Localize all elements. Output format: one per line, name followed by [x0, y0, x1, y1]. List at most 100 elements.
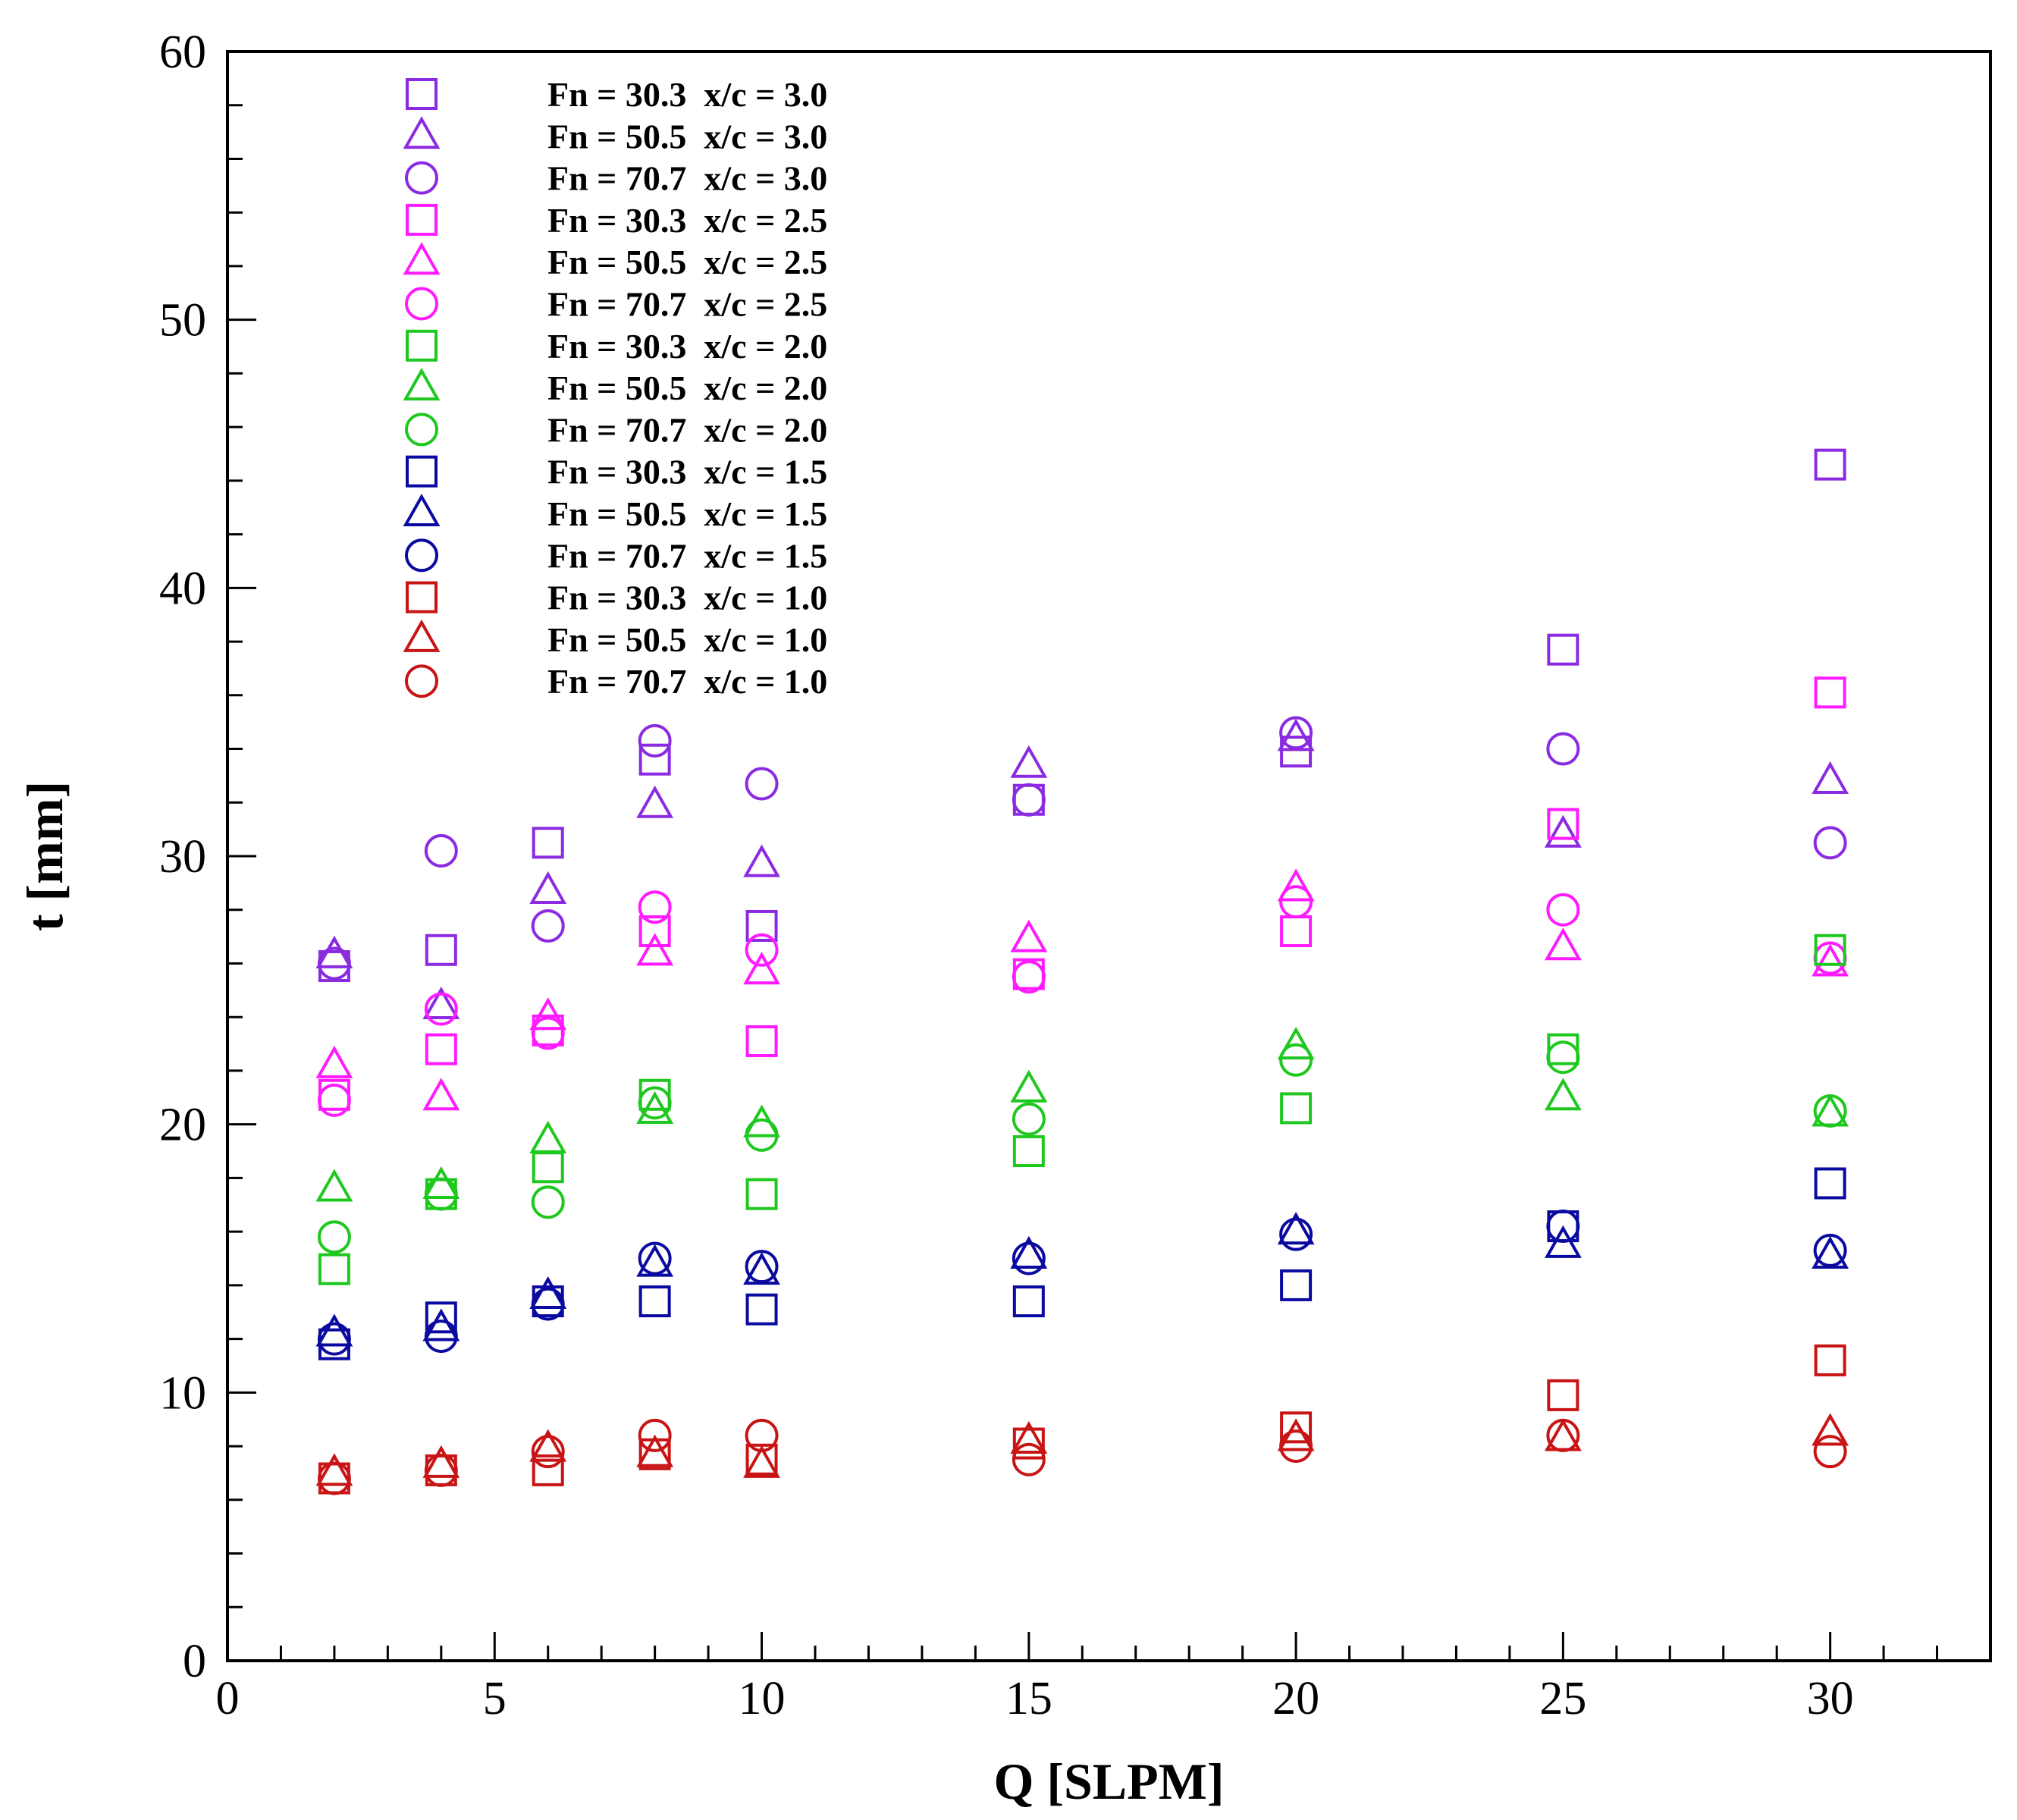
data-point-square — [318, 1253, 350, 1285]
data-point-triangle — [1277, 1418, 1315, 1451]
legend-label: Fn = 70.7 x/c = 2.0 — [547, 410, 827, 449]
data-point-square — [425, 934, 457, 966]
data-point-square — [1547, 808, 1579, 840]
data-point-circle — [317, 1083, 351, 1117]
legend-item: Fn = 70.7 x/c = 2.0 — [405, 410, 827, 449]
data-point-circle — [317, 946, 351, 981]
data-point-square — [745, 1293, 778, 1326]
series-4 — [315, 868, 1849, 1111]
data-point-circle — [1546, 893, 1580, 927]
data-point-triangle — [1277, 1212, 1315, 1245]
data-point-triangle — [1277, 868, 1315, 902]
legend-item: Fn = 70.7 x/c = 2.5 — [405, 285, 827, 324]
data-point-triangle — [1812, 943, 1849, 977]
x-tick-label: 20 — [1272, 1673, 1319, 1724]
data-point-circle — [424, 833, 458, 868]
legend-marker-triangle — [403, 242, 441, 275]
series-1 — [315, 718, 1849, 1020]
y-axis-title: t [mm] — [16, 781, 74, 931]
data-point-triangle — [529, 997, 567, 1031]
series-2 — [317, 716, 1847, 981]
legend-item: Fn = 50.5 x/c = 1.0 — [403, 619, 827, 659]
data-point-triangle — [529, 871, 567, 904]
data-point-circle — [317, 1322, 351, 1356]
legend-item: Fn = 30.3 x/c = 2.0 — [406, 327, 827, 366]
series-5 — [317, 885, 1847, 1117]
data-point-circle — [745, 1418, 779, 1452]
legend-item: Fn = 30.3 x/c = 3.0 — [406, 75, 827, 114]
legend-marker-circle — [405, 538, 438, 573]
legend-marker-square — [406, 203, 438, 236]
legend-label: Fn = 70.7 x/c = 3.0 — [547, 159, 827, 198]
y-tick-label: 20 — [159, 1100, 206, 1151]
data-point-square — [1814, 676, 1846, 709]
data-point-triangle — [529, 1120, 567, 1153]
data-point-square — [1814, 934, 1846, 966]
data-point-triangle — [315, 1313, 353, 1347]
legend: Fn = 30.3 x/c = 3.0Fn = 50.5 x/c = 3.0 Fn… — [403, 75, 827, 701]
data-point-triangle — [743, 952, 780, 985]
data-point-square — [638, 915, 671, 948]
y-tick-label: 40 — [159, 563, 206, 614]
data-point-circle — [1813, 1094, 1847, 1128]
legend-label: Fn = 30.3 x/c = 2.5 — [547, 201, 827, 240]
data-point-circle — [531, 908, 565, 943]
legend-label: Fn = 70.7 x/c = 1.0 — [547, 662, 827, 701]
data-point-triangle — [1812, 1413, 1849, 1446]
data-point-triangle — [1010, 1069, 1048, 1103]
data-point-triangle — [1812, 1235, 1849, 1269]
data-point-triangle — [1544, 1225, 1582, 1258]
data-point-circle — [1546, 1418, 1580, 1452]
data-point-circle — [638, 1241, 672, 1276]
data-point-square — [745, 1443, 778, 1476]
legend-item: Fn = 50.5 x/c = 2.5 — [403, 242, 827, 281]
data-point-square — [745, 1025, 778, 1058]
legend-item: Fn = 50.5 x/c = 3.0 — [403, 116, 827, 155]
data-point-triangle — [315, 1045, 353, 1078]
data-point-circle — [424, 1453, 458, 1487]
data-point-circle — [638, 890, 672, 924]
data-point-circle — [1012, 960, 1046, 994]
x-tick-label: 25 — [1539, 1673, 1586, 1724]
data-point-square — [532, 1454, 564, 1486]
series-0 — [318, 448, 1846, 983]
data-point-triangle — [1544, 927, 1582, 961]
data-point-triangle — [636, 1244, 674, 1277]
data-point-triangle — [636, 785, 674, 818]
legend-label: Fn = 50.5 x/c = 3.0 — [547, 117, 827, 155]
data-point-circle — [317, 1461, 351, 1495]
data-point-triangle — [743, 1445, 780, 1478]
data-point-triangle — [636, 933, 674, 966]
x-tick-label: 10 — [739, 1673, 786, 1724]
data-point-square — [1814, 1167, 1846, 1200]
data-point-circle — [1546, 1210, 1580, 1244]
y-tick-label: 60 — [159, 27, 206, 78]
data-point-triangle — [1812, 761, 1849, 794]
data-points — [315, 448, 1849, 1495]
legend-marker-triangle — [403, 619, 441, 652]
legend-label: Fn = 30.3 x/c = 3.0 — [547, 75, 827, 114]
data-point-circle — [1012, 1241, 1046, 1276]
legend-item: Fn = 50.5 x/c = 2.0 — [403, 368, 827, 407]
legend-item: Fn = 30.3 x/c = 1.0 — [406, 579, 827, 617]
legend-label: Fn = 50.5 x/c = 2.0 — [547, 369, 827, 407]
data-point-circle — [745, 1118, 779, 1152]
data-point-square — [1814, 1344, 1846, 1376]
legend-label: Fn = 30.3 x/c = 1.5 — [547, 453, 827, 491]
data-point-square — [1280, 736, 1313, 768]
data-point-triangle — [422, 1166, 460, 1200]
data-point-circle — [745, 933, 779, 967]
data-point-circle — [424, 1320, 458, 1354]
data-point-square — [638, 1285, 671, 1318]
legend-marker-circle — [405, 413, 438, 447]
legend-item: Fn = 30.3 x/c = 1.5 — [406, 453, 827, 491]
legend-item: Fn = 70.7 x/c = 1.5 — [405, 536, 827, 575]
y-tick-label: 30 — [159, 831, 206, 883]
data-point-circle — [424, 1177, 458, 1211]
legend-label: Fn = 50.5 x/c = 1.5 — [547, 494, 827, 533]
data-point-triangle — [636, 1434, 674, 1467]
axis-ticks — [226, 50, 1992, 1662]
data-point-square — [1280, 1411, 1313, 1444]
data-point-circle — [531, 1287, 565, 1321]
